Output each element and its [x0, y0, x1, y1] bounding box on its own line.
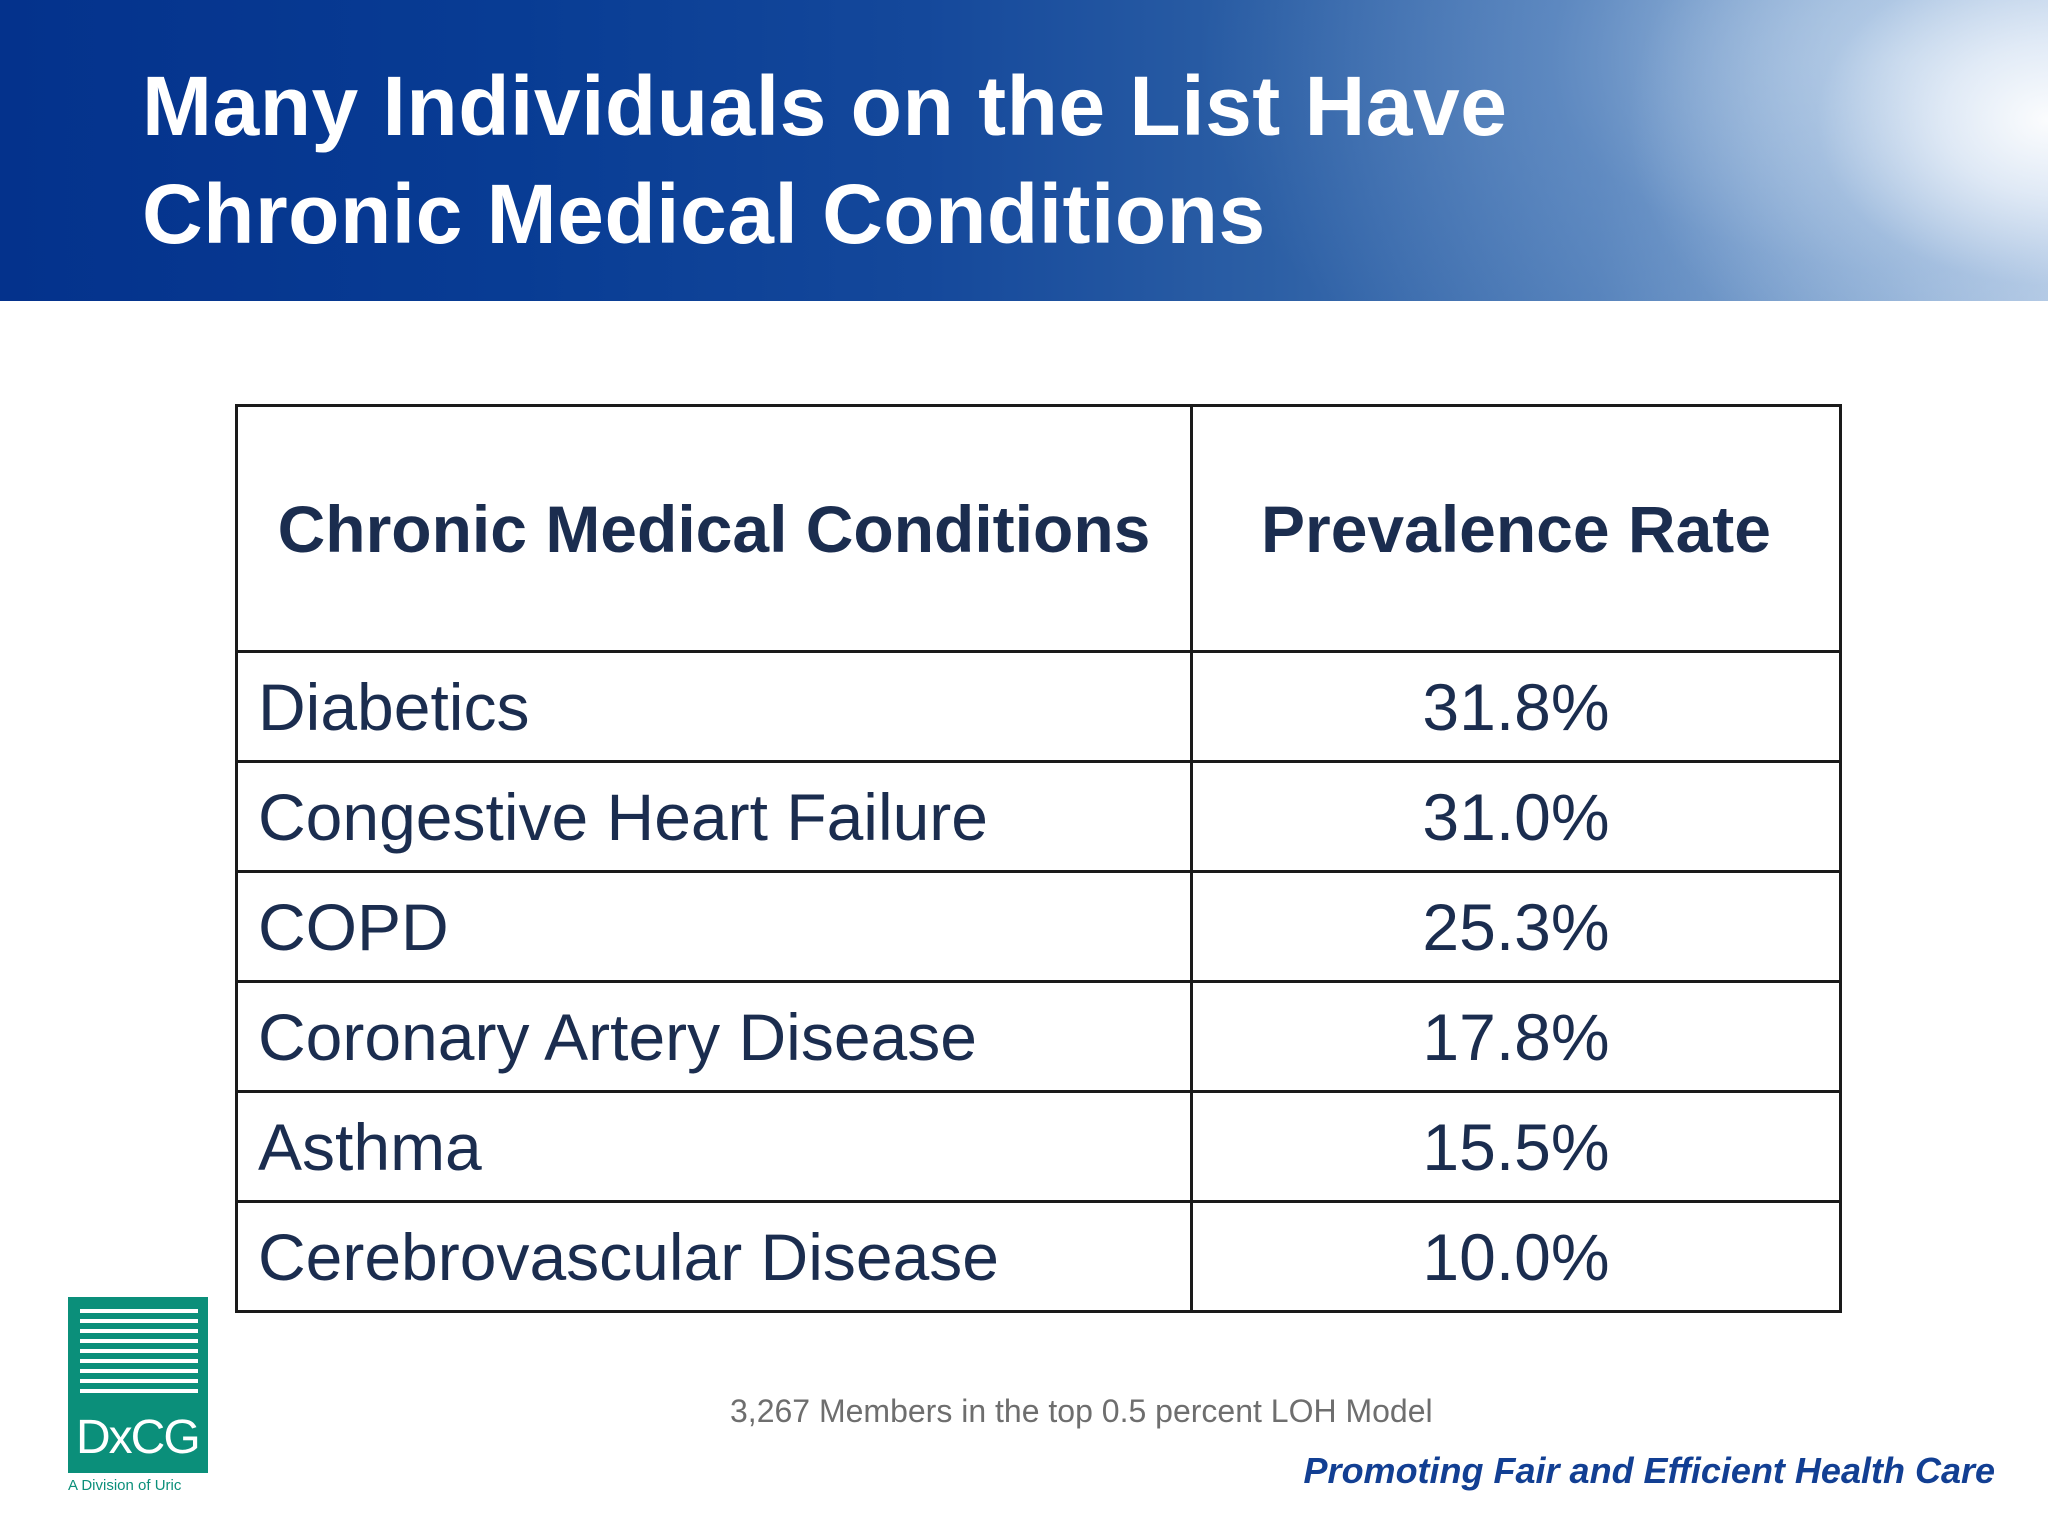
- prevalence-table-container: Chronic Medical Conditions Prevalence Ra…: [235, 404, 1842, 1313]
- table-row: Cerebrovascular Disease 10.0%: [235, 1200, 1842, 1313]
- condition-cell: Asthma: [235, 1090, 1193, 1203]
- table-row: Congestive Heart Failure 31.0%: [235, 760, 1842, 873]
- rate-cell: 17.8%: [1190, 980, 1842, 1093]
- rate-cell: 10.0%: [1190, 1200, 1842, 1313]
- table-header-row: Chronic Medical Conditions Prevalence Ra…: [235, 404, 1842, 653]
- rate-cell: 25.3%: [1190, 870, 1842, 983]
- logo-badge: DxCG: [68, 1297, 208, 1473]
- tagline: Promoting Fair and Efficient Health Care: [1303, 1450, 1995, 1491]
- header-prevalence-rate: Prevalence Rate: [1190, 404, 1842, 653]
- logo-subtitle: A Division of Uric: [68, 1477, 182, 1494]
- dxcg-logo: DxCG A Division of Uric: [68, 1297, 208, 1494]
- title-banner: Many Individuals on the List Have Chroni…: [0, 0, 2048, 301]
- condition-cell: Cerebrovascular Disease: [235, 1200, 1193, 1313]
- condition-cell: Coronary Artery Disease: [235, 980, 1193, 1093]
- logo-wordmark: DxCG: [76, 1411, 201, 1464]
- slide-title-line-1: Many Individuals on the List Have: [142, 59, 1508, 153]
- table-row: Coronary Artery Disease 17.8%: [235, 980, 1842, 1093]
- condition-cell: Diabetics: [235, 650, 1193, 763]
- rate-cell: 31.0%: [1190, 760, 1842, 873]
- header-conditions: Chronic Medical Conditions: [235, 404, 1193, 653]
- rate-cell: 15.5%: [1190, 1090, 1842, 1203]
- table-row: COPD 25.3%: [235, 870, 1842, 983]
- rate-cell: 31.8%: [1190, 650, 1842, 763]
- condition-cell: COPD: [235, 870, 1193, 983]
- table-row: Diabetics 31.8%: [235, 650, 1842, 763]
- slide-title: Many Individuals on the List Have Chroni…: [142, 52, 1507, 268]
- condition-cell: Congestive Heart Failure: [235, 760, 1193, 873]
- footnote: 3,267 Members in the top 0.5 percent LOH…: [730, 1393, 1433, 1429]
- prevalence-table: Chronic Medical Conditions Prevalence Ra…: [235, 404, 1842, 1313]
- logo-stripes-icon: [80, 1309, 198, 1393]
- table-row: Asthma 15.5%: [235, 1090, 1842, 1203]
- slide-title-line-2: Chronic Medical Conditions: [142, 167, 1266, 261]
